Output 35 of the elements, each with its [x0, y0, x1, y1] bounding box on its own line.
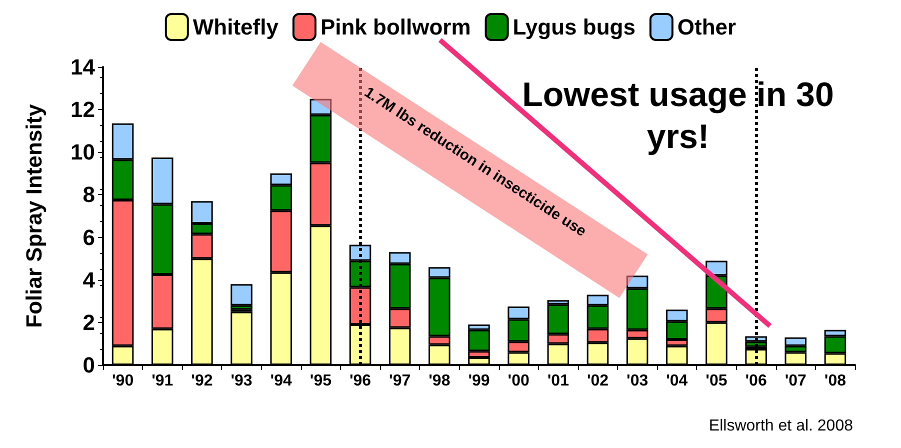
annotation: Lowest usage in 30 yrs! — [521, 75, 835, 158]
y-tick-label: 6 — [82, 224, 95, 250]
x-tick-label: '03 — [626, 372, 648, 390]
y-tick-label: 0 — [82, 352, 95, 378]
x-tick-label: '94 — [270, 372, 292, 390]
y-tick-label: 10 — [70, 140, 95, 165]
y-tick-label: 2 — [82, 310, 95, 335]
x-tick-label: '00 — [508, 372, 530, 390]
x-tick-label: '04 — [666, 372, 688, 390]
text: Ellsworth et al. 2008 — [708, 418, 854, 434]
x-tick-label: '93 — [230, 372, 252, 390]
x-tick-label: '99 — [468, 372, 490, 390]
y-tick-label: 14 — [70, 54, 96, 80]
legend-label: Whitefly — [192, 14, 280, 40]
legend-label: Lygus bugs — [512, 14, 636, 40]
x-tick-label: '06 — [745, 372, 767, 390]
y-tick-label: 4 — [82, 267, 96, 292]
legend-label: Other — [677, 14, 737, 40]
x-tick-label: '07 — [784, 372, 807, 390]
x-tick-label: '91 — [152, 372, 174, 390]
x-tick-label: '97 — [389, 372, 411, 390]
bar — [230, 284, 252, 306]
x-tick-label: '92 — [191, 372, 213, 390]
y-tick-label: 12 — [70, 97, 95, 122]
x-tick-label: '95 — [310, 372, 332, 390]
y-tick-label: 8 — [82, 182, 95, 208]
x-tick-label: '08 — [824, 372, 846, 390]
x-tick-label: '90 — [112, 372, 134, 390]
legend-label: Pink bollworm — [320, 14, 471, 40]
x-tick-label: '02 — [586, 372, 609, 390]
x-tick-label: '05 — [706, 372, 728, 390]
y-axis-title: Foliar Spray Intensity — [22, 103, 46, 328]
x-tick-label: '96 — [349, 372, 372, 390]
x-tick-label: '01 — [547, 372, 570, 390]
x-tick-label: '98 — [428, 372, 450, 390]
